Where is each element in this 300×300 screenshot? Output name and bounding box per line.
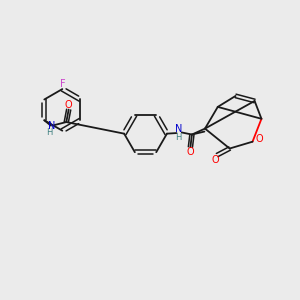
Text: H: H (46, 128, 53, 137)
Text: N: N (48, 121, 56, 130)
Text: F: F (59, 79, 65, 89)
Text: O: O (255, 134, 263, 144)
Text: O: O (187, 147, 194, 158)
Text: N: N (175, 124, 182, 134)
Text: O: O (65, 100, 73, 110)
Text: O: O (212, 155, 220, 165)
Text: H: H (175, 133, 181, 142)
